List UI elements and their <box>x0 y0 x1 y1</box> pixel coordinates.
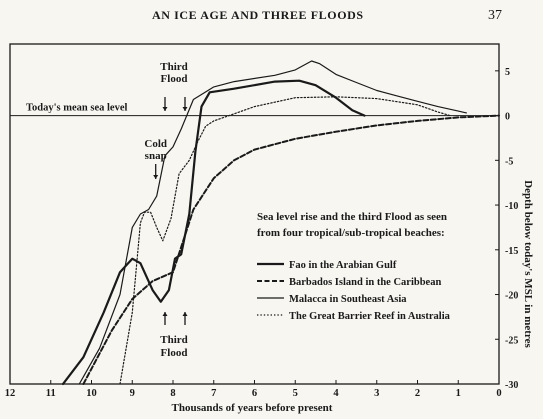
x-tick-label: 8 <box>170 388 175 399</box>
third-flood-label-top: Flood <box>161 73 188 85</box>
arrow-down-icon <box>162 107 168 111</box>
y-tick-label: -15 <box>505 246 518 257</box>
chart-title-line: from four tropical/sub-tropical beaches: <box>257 227 445 239</box>
series-line-2 <box>82 114 500 385</box>
x-axis-label: Thousands of years before present <box>172 402 333 414</box>
y-tick-label: -5 <box>505 156 513 167</box>
x-tick-label: 2 <box>415 388 420 399</box>
third-flood-label-bottom: Flood <box>161 347 188 359</box>
arrow-up-icon <box>162 312 168 316</box>
y-tick-label: -25 <box>505 335 518 346</box>
y-tick-label: -30 <box>505 380 518 391</box>
legend-label: The Great Barrier Reef in Australia <box>289 311 451 322</box>
legend-label: Fao in the Arabian Gulf <box>289 260 397 271</box>
x-tick-label: 5 <box>293 388 298 399</box>
x-tick-label: 4 <box>333 388 339 399</box>
x-tick-label: 3 <box>374 388 379 399</box>
cold-snap-label: snap <box>145 150 167 162</box>
x-tick-label: 6 <box>252 388 257 399</box>
series-line-3 <box>78 60 467 385</box>
x-tick-label: 9 <box>130 388 135 399</box>
series-line-4 <box>119 96 451 385</box>
x-tick-label: 7 <box>211 388 216 399</box>
y-tick-label: -10 <box>505 201 518 212</box>
legend-label: Barbados Island in the Caribbean <box>289 277 441 288</box>
y-tick-label: 5 <box>505 67 510 78</box>
third-flood-label-bottom: Third <box>160 334 188 346</box>
arrow-down-icon <box>182 107 188 111</box>
mean-sea-level-label: Today's mean sea level <box>26 103 127 114</box>
page-number: 37 <box>488 8 502 23</box>
x-tick-label: 12 <box>5 388 16 399</box>
y-tick-label: -20 <box>505 291 518 302</box>
legend-label: Malacca in Southeast Asia <box>289 294 407 305</box>
x-tick-label: 0 <box>496 388 501 399</box>
x-tick-label: 11 <box>46 388 56 399</box>
third-flood-label-top: Third <box>160 61 188 73</box>
y-tick-label: 0 <box>505 112 510 123</box>
chart-title-line: Sea level rise and the third Flood as se… <box>257 211 447 223</box>
cold-snap-label: Cold <box>144 138 167 150</box>
arrow-up-icon <box>182 312 188 316</box>
y-axis-label: Depth below today's MSL in metres <box>522 180 534 348</box>
x-tick-label: 1 <box>456 388 461 399</box>
x-tick-label: 10 <box>86 388 97 399</box>
arrow-down-icon <box>153 175 159 179</box>
running-head: AN ICE AGE AND THREE FLOODS <box>152 8 364 22</box>
